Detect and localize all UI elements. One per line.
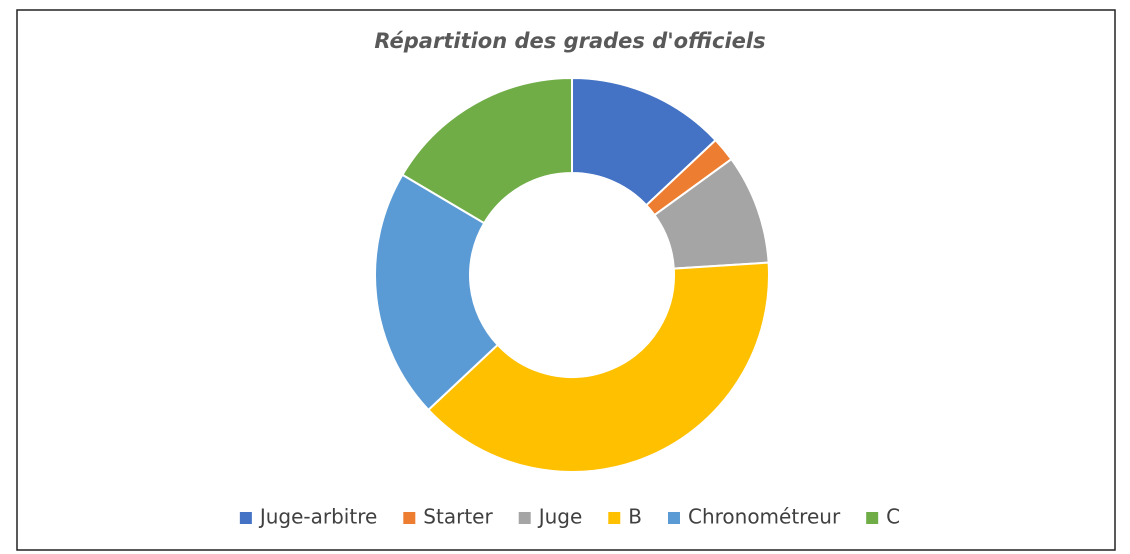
legend-label: Juge-arbitre (258, 505, 377, 529)
donut-segment (426, 261, 770, 473)
legend-label: Chronométreur (688, 505, 841, 529)
legend-swatch (518, 512, 531, 524)
chart-title: Répartition des grades d'officiels (374, 29, 765, 53)
legend-label: C (886, 505, 900, 529)
legend-label: Juge (537, 505, 583, 529)
legend-swatch (608, 512, 621, 524)
donut-segment (401, 76, 573, 225)
legend-label: Starter (423, 505, 493, 529)
legend-swatch (667, 512, 680, 524)
donut-segment (374, 173, 500, 412)
legend-swatch (866, 512, 879, 524)
legend-swatch (239, 512, 252, 524)
legend-swatch (403, 512, 416, 524)
legend-label: B (628, 505, 642, 529)
